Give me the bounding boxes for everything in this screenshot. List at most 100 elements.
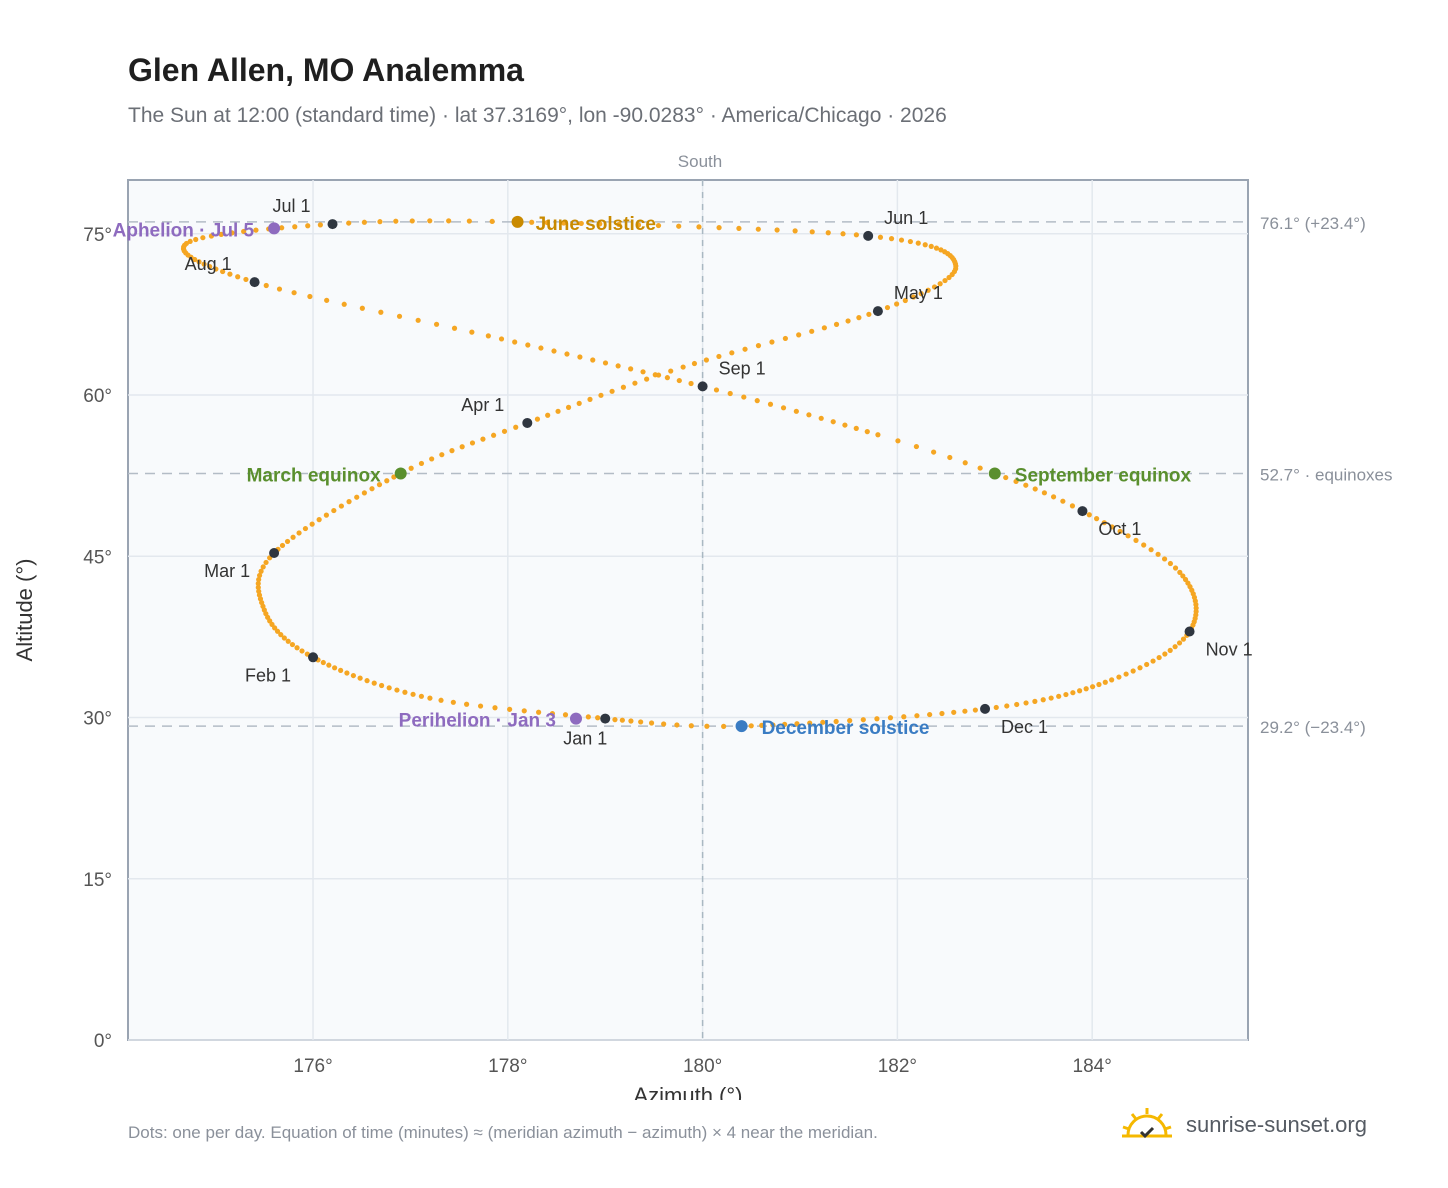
daily-dot — [359, 305, 365, 311]
daily-dot — [302, 525, 309, 532]
daily-dot — [299, 648, 305, 654]
daily-dot — [1172, 644, 1178, 650]
daily-dot — [922, 242, 928, 248]
x-axis-label: Azimuth (°) — [633, 1083, 742, 1100]
daily-dot — [853, 425, 859, 431]
daily-dot — [279, 225, 285, 231]
month-marker — [1184, 626, 1195, 637]
daily-dot — [888, 236, 895, 242]
daily-dot — [561, 220, 567, 226]
daily-dot — [326, 662, 332, 668]
y-axis-label: Altitude (°) — [12, 559, 37, 662]
daily-dot — [774, 227, 780, 233]
daily-dot — [937, 281, 943, 287]
event-markers: June solstice December solstice March equi… — [113, 214, 1192, 739]
brand-logo[interactable]: sunrise-sunset.org — [1120, 1100, 1367, 1150]
daily-dot — [1096, 681, 1102, 688]
daily-dot — [469, 329, 475, 335]
daily-dot — [661, 721, 667, 727]
daily-dot — [796, 332, 802, 338]
daily-dot — [674, 722, 680, 728]
daily-dot — [792, 228, 798, 234]
sun-icon — [1122, 1108, 1172, 1139]
axes: 176° 178° 180° 182° 184° 0° 15° 30° 45° 60° 75° — [83, 225, 1112, 1077]
daily-dot — [196, 259, 202, 265]
month-marker — [269, 548, 280, 559]
daily-dot — [866, 311, 872, 317]
daily-dot — [688, 380, 694, 387]
month-marker-label: Jan 1 — [563, 729, 607, 749]
daily-dot — [1156, 654, 1162, 661]
daily-dot — [845, 318, 851, 324]
event-marker — [988, 467, 1001, 480]
daily-dot — [794, 721, 800, 727]
daily-dot — [361, 490, 367, 496]
daily-dot — [307, 293, 313, 300]
daily-dot — [344, 670, 350, 676]
daily-dot — [489, 218, 495, 225]
daily-dot — [770, 722, 776, 728]
reference-lines: 76.1° (+23.4°) 52.7° · equinoxes 29.2° (−2… — [128, 214, 1393, 737]
daily-dot — [635, 222, 642, 228]
daily-dot — [281, 635, 287, 641]
daily-dot — [565, 404, 572, 410]
daily-dot — [193, 236, 199, 243]
daily-dot — [1032, 486, 1038, 492]
daily-dot — [364, 678, 370, 684]
daily-dot — [688, 723, 694, 729]
daily-dot — [595, 715, 601, 721]
daily-dot — [696, 224, 702, 230]
month-marker — [863, 230, 874, 241]
daily-dot — [962, 460, 968, 466]
analemma-chart: 76.1° (+23.4°) 52.7° · equinoxes 29.2° (−2… — [12, 152, 1393, 1100]
daily-dot — [615, 363, 621, 369]
month-marker-label: Oct 1 — [1098, 519, 1141, 539]
daily-dot — [1123, 671, 1129, 677]
month-marker-label: Dec 1 — [1001, 717, 1048, 737]
daily-dot — [451, 325, 458, 331]
daily-dot — [894, 301, 900, 307]
daily-dot — [587, 396, 593, 402]
daily-dot — [704, 723, 710, 729]
daily-dot — [549, 710, 556, 717]
daily-dot — [928, 243, 934, 249]
daily-dot — [525, 342, 531, 348]
daily-dot — [490, 432, 497, 438]
daily-dot — [243, 276, 249, 283]
daily-dot — [354, 494, 360, 500]
daily-dot — [729, 350, 735, 356]
daily-dot — [427, 695, 433, 701]
daily-dot — [218, 231, 224, 237]
daily-dot — [676, 377, 682, 384]
daily-dot — [338, 503, 344, 509]
daily-dot — [915, 240, 921, 246]
y-tick-label: 60° — [83, 386, 112, 407]
daily-dot — [513, 424, 519, 430]
daily-dot — [296, 530, 302, 536]
daily-dot — [446, 218, 452, 224]
month-marker — [308, 652, 319, 663]
daily-dot — [1056, 693, 1062, 699]
daily-dot — [369, 486, 375, 492]
daily-dot — [648, 720, 655, 726]
daily-dot — [1063, 691, 1069, 698]
daily-dot — [951, 709, 957, 715]
daily-dot — [1014, 701, 1020, 708]
daily-dot — [864, 429, 870, 435]
daily-dot — [676, 223, 682, 229]
daily-dot — [782, 335, 788, 342]
event-marker — [570, 712, 582, 725]
daily-dot — [632, 380, 638, 386]
daily-dot — [578, 220, 584, 227]
month-marker — [600, 713, 611, 724]
daily-dot — [285, 638, 291, 644]
y-tick-label: 30° — [83, 709, 112, 730]
daily-dot — [320, 659, 326, 666]
daily-dot — [278, 632, 284, 638]
daily-dot — [840, 231, 846, 237]
x-tick-label: 178° — [488, 1056, 527, 1077]
daily-dot — [993, 704, 999, 711]
y-tick-label: 45° — [83, 547, 112, 568]
daily-dot — [305, 223, 311, 229]
daily-dot — [449, 448, 455, 454]
